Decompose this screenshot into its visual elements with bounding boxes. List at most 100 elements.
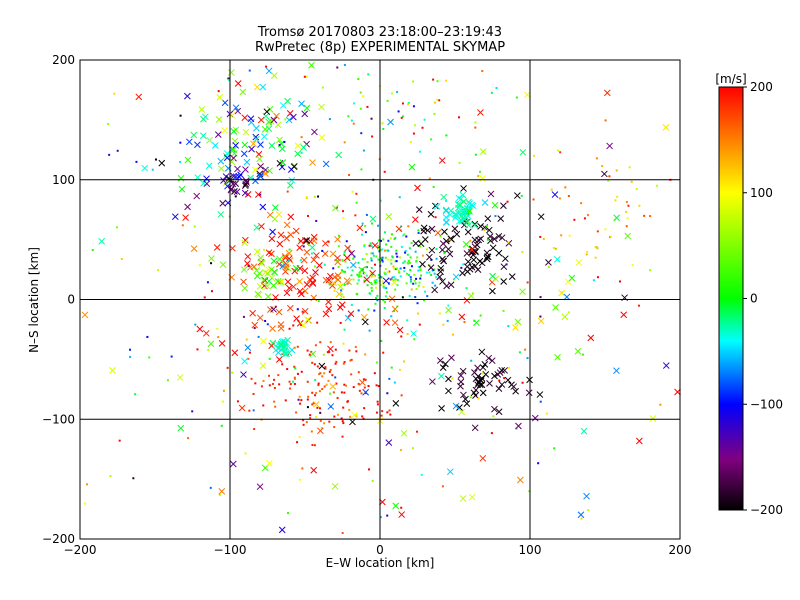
data-point-dot <box>360 233 363 236</box>
data-point-x <box>292 227 300 235</box>
x-tick-label: −100 <box>214 543 247 557</box>
data-point-x <box>431 202 439 210</box>
data-point-x <box>334 276 342 284</box>
data-point-dot <box>383 271 386 274</box>
data-point-dot <box>391 233 394 236</box>
data-point-dot <box>350 358 353 361</box>
data-point-x <box>185 138 193 146</box>
data-point-x <box>251 321 259 329</box>
data-point-dot <box>83 502 86 505</box>
data-point-dot <box>227 77 230 80</box>
data-point-dot <box>416 430 419 433</box>
data-point-dot <box>400 245 403 248</box>
data-point-x <box>337 283 344 291</box>
data-point-dot <box>389 237 392 240</box>
data-point-x <box>489 272 496 280</box>
data-point-x <box>230 128 238 135</box>
data-point-dot <box>278 383 281 386</box>
data-point-x <box>311 128 318 136</box>
y-tick-label: 100 <box>52 173 75 187</box>
data-point-dot <box>336 397 339 400</box>
data-point-dot <box>528 490 531 493</box>
data-point-dot <box>414 296 417 299</box>
data-point-dot <box>341 259 344 262</box>
data-point-dot <box>477 397 480 400</box>
data-point-dot <box>166 379 169 382</box>
data-point-x <box>262 166 269 174</box>
data-point-dot <box>435 257 438 260</box>
data-point-x <box>253 83 261 91</box>
data-point-x <box>301 287 309 295</box>
data-point-x <box>325 276 333 284</box>
data-point-dot <box>234 195 237 198</box>
data-point-dot <box>220 424 223 427</box>
data-point-x <box>271 72 278 79</box>
data-point-dot <box>595 157 598 160</box>
data-point-dot <box>244 452 247 455</box>
data-point-x <box>258 259 266 267</box>
data-point-x <box>662 124 670 131</box>
data-point-x <box>437 268 444 276</box>
data-point-dot <box>478 170 481 173</box>
data-point-dot <box>363 244 366 247</box>
data-point-x <box>347 310 355 318</box>
data-point-dot <box>537 462 540 465</box>
data-point-x <box>284 264 292 272</box>
data-point-x <box>500 278 508 285</box>
data-point-dot <box>248 409 251 412</box>
data-point-dot <box>221 400 224 403</box>
data-point-dot <box>337 234 340 237</box>
data-point-dot <box>368 292 371 295</box>
data-point-dot <box>377 246 380 249</box>
data-point-dot <box>382 127 385 130</box>
data-point-x <box>515 422 522 430</box>
data-point-dot <box>236 400 239 403</box>
data-point-x <box>256 155 263 163</box>
x-axis-ticks: −200 −100 0 100 200 <box>64 543 692 557</box>
data-point-x <box>462 241 470 248</box>
data-point-x <box>294 150 302 158</box>
data-point-x <box>241 284 249 292</box>
data-point-dot <box>360 132 363 135</box>
data-point-dot <box>532 198 535 201</box>
data-point-dot <box>357 78 360 81</box>
data-point-x <box>459 495 467 502</box>
data-point-x <box>264 282 271 290</box>
data-point-dot <box>353 255 356 258</box>
data-point-dot <box>342 362 345 365</box>
data-point-x <box>222 152 230 160</box>
data-point-x <box>537 317 545 325</box>
data-point-x <box>351 411 358 419</box>
data-point-dot <box>342 217 345 220</box>
data-point-x <box>312 400 320 408</box>
data-point-x <box>334 235 341 243</box>
data-point-x <box>498 381 506 388</box>
data-point-dot <box>401 296 404 299</box>
data-point-dot <box>211 290 214 293</box>
data-point-dot <box>179 160 182 163</box>
data-point-dot <box>314 378 317 381</box>
data-point-dot <box>367 308 370 311</box>
data-point-dot <box>193 225 196 228</box>
data-point-x <box>512 324 519 331</box>
data-point-dot <box>259 193 262 196</box>
data-point-dot <box>196 348 199 351</box>
data-point-x <box>382 277 390 285</box>
data-point-dot <box>315 416 318 419</box>
data-point-x <box>429 378 436 385</box>
data-point-dot <box>386 392 389 395</box>
data-point-dot <box>384 295 387 298</box>
data-point-dot <box>436 80 439 83</box>
data-point-dot <box>521 250 524 253</box>
data-point-dot <box>198 264 201 267</box>
data-point-x <box>304 316 312 324</box>
data-point-dot <box>378 248 381 251</box>
data-point-x <box>278 526 286 534</box>
data-point-x <box>452 212 460 220</box>
data-point-dot <box>309 417 312 420</box>
data-point-dot <box>376 294 379 297</box>
data-point-x <box>478 348 486 356</box>
data-point-dot <box>386 271 389 274</box>
data-point-x <box>446 468 454 476</box>
data-point-dot <box>458 161 461 164</box>
